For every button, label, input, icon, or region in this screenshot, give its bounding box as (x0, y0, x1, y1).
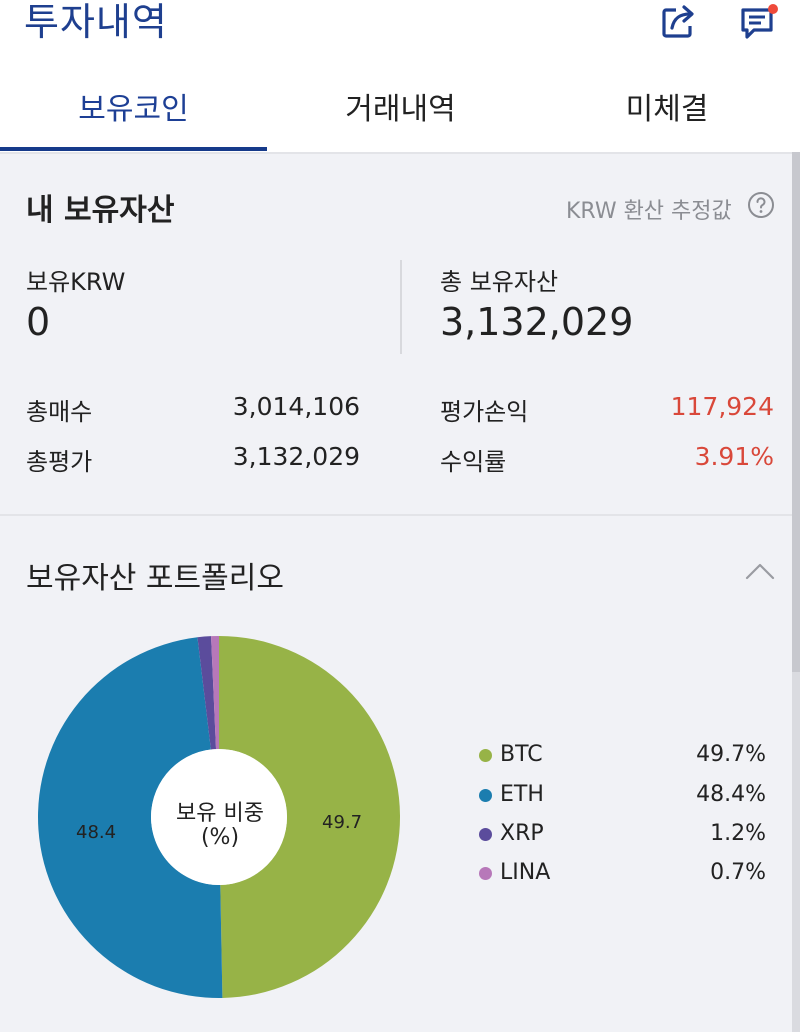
total-assets-label: 총 보유자산 (440, 268, 559, 296)
tab-trade-history[interactable]: 거래내역 (345, 92, 456, 127)
donut-center-line1: 보유 비중 (176, 801, 264, 826)
tab-open-orders[interactable]: 미체결 (625, 92, 709, 127)
krw-balance-value: 0 (26, 300, 51, 344)
divider (400, 260, 402, 354)
donut-hole (151, 749, 287, 885)
btc-color-dot (479, 749, 492, 762)
lina-color-dot (479, 867, 492, 880)
pie-slice-xrp (197, 636, 217, 750)
portfolio-title: 보유자산 포트폴리오 (26, 561, 284, 596)
krw-estimate-note: KRW 환산 추정값 (566, 199, 732, 224)
app-header: 투자내역 (0, 0, 800, 60)
legend-item-btc: BTC 49.7% (476, 742, 766, 772)
chevron-up-icon[interactable] (744, 560, 776, 582)
total-assets-value: 3,132,029 (440, 300, 634, 344)
slice-label-eth: 48.4 (76, 822, 117, 843)
total-buy-value: 3,014,106 (232, 392, 360, 421)
donut-center-line2: (%) (200, 825, 240, 850)
slice-label-btc: 49.7 (322, 812, 363, 833)
total-buy-label: 총매수 (26, 398, 93, 426)
portfolio-donut-chart (38, 636, 401, 998)
scrollbar-thumb[interactable] (792, 152, 800, 672)
legend-item-lina: LINA 0.7% (476, 860, 766, 890)
active-tab-indicator (0, 147, 267, 151)
legend-pct: 0.7% (710, 860, 766, 885)
section-divider (0, 514, 792, 516)
page-title: 투자내역 (24, 0, 168, 44)
return-rate-label: 수익률 (440, 448, 507, 476)
eth-color-dot (479, 789, 492, 802)
legend-name: XRP (500, 821, 544, 846)
pie-slice-btc (219, 636, 401, 998)
tab-bar: 보유코인 거래내역 미체결 (0, 60, 800, 154)
pie-slice-eth (38, 637, 223, 998)
pie-slice-lina (211, 636, 219, 750)
legend-item-eth: ETH 48.4% (476, 782, 766, 812)
share-icon[interactable] (658, 2, 698, 42)
tab-holdings[interactable]: 보유코인 (78, 92, 189, 127)
legend-pct: 48.4% (696, 782, 766, 807)
legend-name: LINA (500, 860, 551, 885)
legend-pct: 1.2% (710, 821, 766, 846)
notification-dot (768, 4, 778, 14)
assets-title: 내 보유자산 (26, 193, 175, 228)
total-eval-label: 총평가 (26, 448, 93, 476)
legend-name: BTC (500, 742, 543, 767)
legend-name: ETH (500, 782, 544, 807)
eval-pnl-label: 평가손익 (440, 398, 529, 426)
return-rate-value: 3.91% (694, 442, 774, 471)
total-eval-value: 3,132,029 (232, 442, 360, 471)
krw-balance-label: 보유KRW (26, 268, 126, 296)
xrp-color-dot (479, 828, 492, 841)
legend-item-xrp: XRP 1.2% (476, 821, 766, 851)
eval-pnl-value: 117,924 (670, 392, 774, 421)
legend-pct: 49.7% (696, 742, 766, 767)
help-icon[interactable] (747, 191, 775, 219)
